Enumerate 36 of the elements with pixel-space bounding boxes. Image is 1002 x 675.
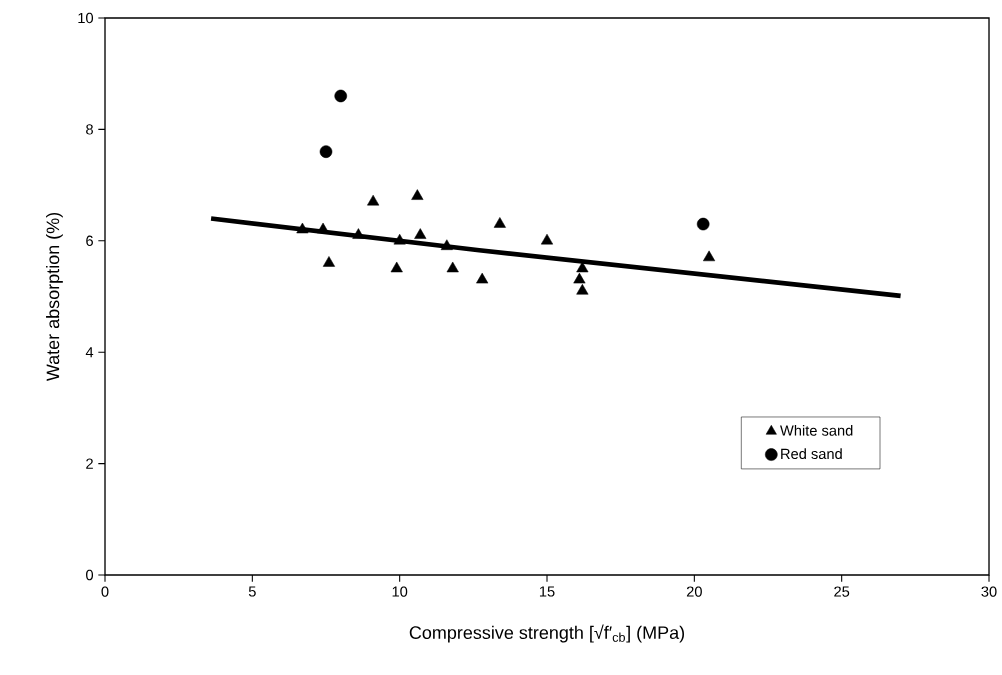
y-tick-label: 4 <box>85 347 94 358</box>
point <box>352 228 365 239</box>
y-axis-title: Water absorption (%) <box>46 212 63 382</box>
y-tick-label: 10 <box>78 12 94 24</box>
x-tick-label: 0 <box>101 586 109 597</box>
legend-label: White sand <box>780 424 853 436</box>
y-tick-label: 0 <box>86 569 94 581</box>
point <box>440 239 453 250</box>
point <box>576 283 589 295</box>
point <box>476 272 489 284</box>
point <box>393 233 406 245</box>
y-tick-label: 8 <box>86 124 93 135</box>
x-axis-title: Compressive strength [√f′$_{cb}$] (MPa) <box>409 624 685 643</box>
y-tick-label: 6 <box>86 235 93 246</box>
point <box>414 228 427 239</box>
legend-label: Red sand <box>781 448 842 460</box>
point <box>322 256 335 267</box>
x-tick-label: 20 <box>686 586 702 597</box>
point <box>703 250 716 262</box>
point <box>319 145 333 158</box>
x-tick-label: 25 <box>834 586 850 597</box>
point <box>696 217 710 231</box>
point <box>446 261 459 273</box>
point <box>493 217 506 228</box>
point <box>411 189 424 200</box>
x-tick-label: 30 <box>981 586 997 597</box>
y-tick-label: 2 <box>86 458 93 469</box>
point <box>334 89 348 103</box>
point <box>540 233 554 245</box>
x-tick-label: 5 <box>248 586 256 597</box>
point <box>573 272 586 284</box>
point <box>367 194 380 206</box>
x-tick-label: 15 <box>539 586 555 597</box>
x-tick-label: 10 <box>392 586 408 597</box>
point <box>390 261 403 273</box>
point <box>296 222 309 234</box>
